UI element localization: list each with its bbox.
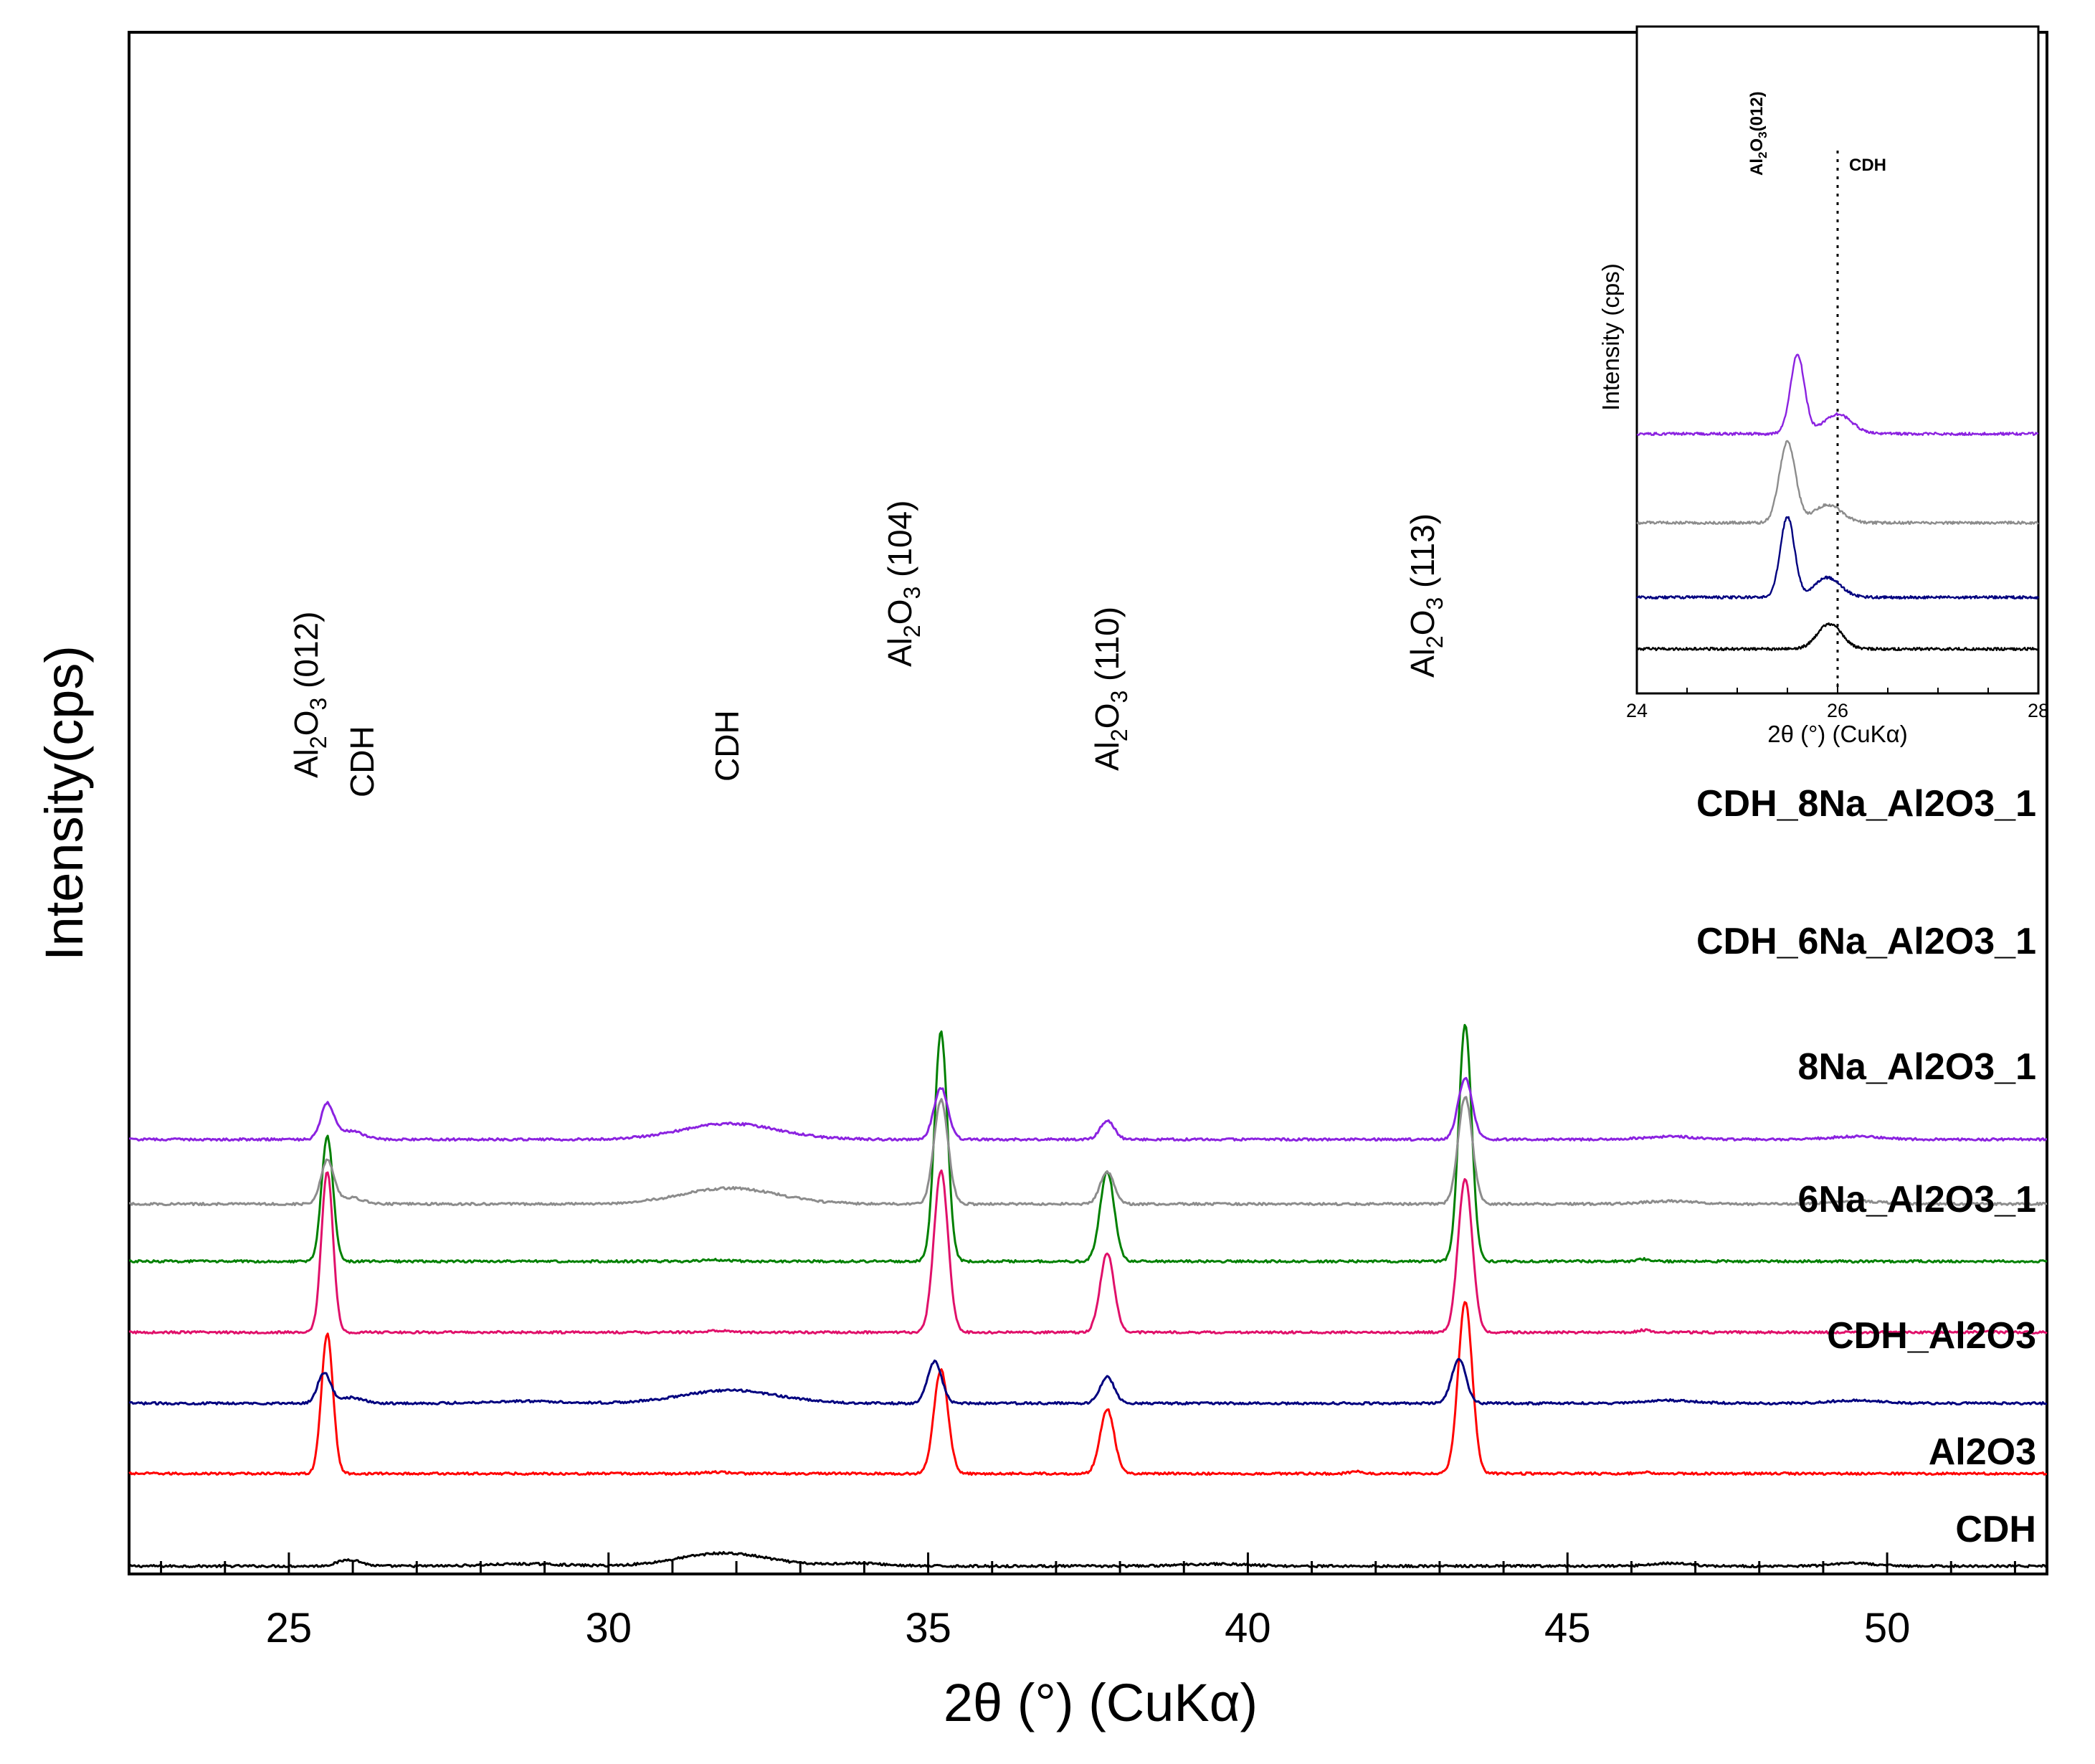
- series-line-cdh: [128, 1551, 2048, 1569]
- series-label-8na-al2o3-1: 8Na_Al2O3_1: [1798, 1046, 2036, 1088]
- series-line-cdh-al2o3: [128, 1358, 2048, 1406]
- series-label-6na-al2o3-1: 6Na_Al2O3_1: [1798, 1179, 2036, 1220]
- series-line-cdh-8na-al2o3-1: [128, 1076, 2048, 1142]
- peak-label-al2o3-012: Al2O3 (012): [288, 612, 331, 778]
- inset-x-tick-labels: 24 26 28: [1626, 700, 2049, 721]
- main-x-axis-title: 2θ (°) (CuKα): [944, 1673, 1258, 1732]
- series-labels: CDH_8Na_Al2O3_1 CDH_6Na_Al2O3_1 8Na_Al2O…: [1696, 783, 2036, 1550]
- main-series-group: [128, 1023, 2048, 1569]
- inset-x-ticks: [1636, 683, 2039, 693]
- x-tick-label-25: 25: [266, 1605, 313, 1651]
- x-tick-label-50: 50: [1864, 1605, 1911, 1651]
- inset-y-axis-title: Intensity (cps): [1597, 263, 1624, 410]
- series-line-8na-al2o3-1: [128, 1023, 2048, 1264]
- series-label-cdh-6na-al2o3-1: CDH_6Na_Al2O3_1: [1696, 921, 2036, 962]
- peak-label-al2o3-104: Al2O3 (104): [881, 501, 925, 667]
- inset-series-line-cdh-8na-al2o3-1: [1636, 354, 2039, 437]
- inset-series-line-cdh: [1635, 622, 2040, 652]
- main-x-ticks: [160, 1552, 2016, 1574]
- inset-x-tick-label-24: 24: [1626, 700, 1648, 721]
- series-label-al2o3: Al2O3: [1929, 1431, 2036, 1473]
- peak-annotations: Al2O3 (012) CDH CDH Al2O3 (104) Al2O3 (1…: [288, 501, 1448, 797]
- peak-label-al2o3-110: Al2O3 (110): [1088, 607, 1132, 771]
- peak-label-al2o3-113: Al2O3 (113): [1404, 513, 1448, 678]
- inset-x-axis-title: 2θ (°) (CuKα): [1767, 721, 1907, 747]
- peak-label-cdh-32: CDH: [708, 710, 746, 782]
- main-x-tick-labels: 25 30 35 40 45 50: [266, 1605, 1911, 1651]
- x-tick-label-35: 35: [905, 1605, 951, 1651]
- x-tick-label-45: 45: [1544, 1605, 1591, 1651]
- series-line-6na-al2o3-1: [128, 1169, 2048, 1335]
- series-line-cdh-6na-al2o3-1: [128, 1096, 2048, 1207]
- peak-label-cdh-26: CDH: [343, 726, 381, 797]
- inset-series-line-cdh-al2o3: [1636, 516, 2040, 600]
- inset-chart: 24 26 28 2θ (°) (CuKα) Intensity (cps) Al2…: [1597, 25, 2049, 747]
- inset-x-tick-label-26: 26: [1827, 700, 1848, 721]
- main-y-axis-title: Intensity(cps): [34, 645, 94, 961]
- series-label-cdh-al2o3: CDH_Al2O3: [1827, 1315, 2036, 1357]
- inset-cdh-label: CDH: [1849, 156, 1886, 175]
- x-tick-label-40: 40: [1225, 1605, 1271, 1651]
- inset-peak-label-al2o3-012: Al2O3(012): [1747, 91, 1769, 176]
- series-label-cdh: CDH: [1955, 1509, 2036, 1550]
- inset-x-tick-label-28: 28: [2028, 700, 2049, 721]
- main-plot-frame: [128, 31, 2048, 1575]
- series-line-al2o3: [128, 1301, 2047, 1476]
- series-label-cdh-8na-al2o3-1: CDH_8Na_Al2O3_1: [1696, 783, 2036, 825]
- x-tick-label-30: 30: [585, 1605, 632, 1651]
- inset-series-line-cdh-6na-al2o3-1: [1636, 440, 2039, 526]
- inset-series-group: [1635, 354, 2040, 652]
